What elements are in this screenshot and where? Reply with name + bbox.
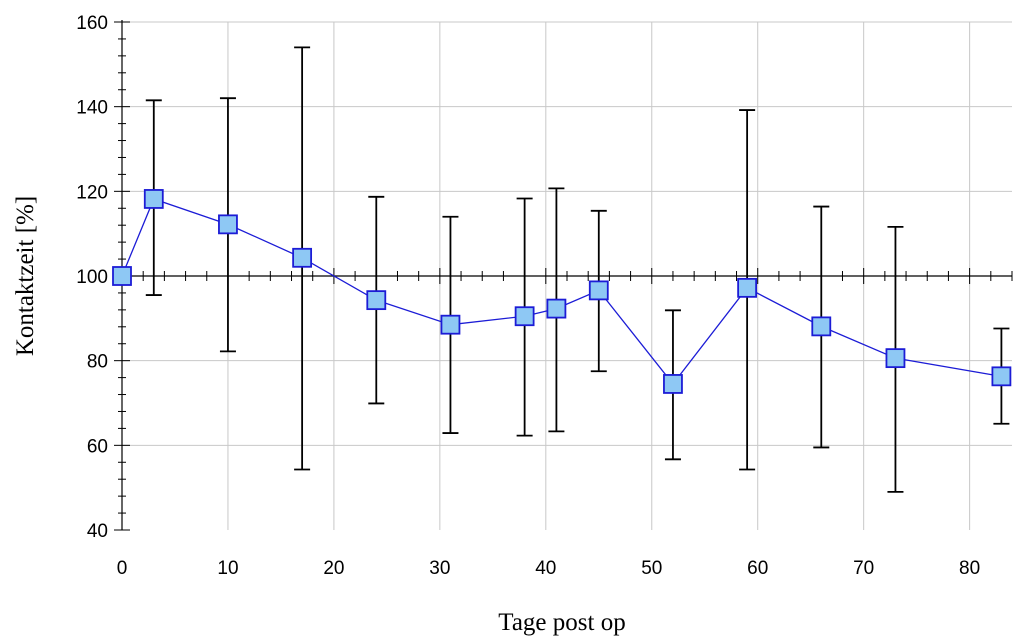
data-point-marker — [366, 290, 387, 311]
y-tick-label: 40 — [87, 521, 108, 542]
data-point-marker — [143, 189, 164, 209]
series — [112, 189, 1012, 394]
data-point-marker — [811, 316, 832, 337]
y-tick-label: 60 — [87, 436, 108, 457]
y-tick-label: 80 — [87, 352, 108, 373]
series-line — [121, 198, 1002, 386]
data-point-marker — [546, 298, 567, 319]
data-point-marker — [588, 280, 609, 301]
x-axis-title: Tage post op — [498, 609, 625, 636]
data-point-marker — [292, 247, 313, 268]
x-tick-label: 60 — [747, 558, 768, 579]
x-tick-label: 80 — [959, 558, 980, 579]
data-point-marker — [514, 306, 535, 327]
y-tick-label: 140 — [76, 98, 108, 119]
y-tick-label: 100 — [76, 267, 108, 288]
x-tick-label: 20 — [323, 558, 344, 579]
error-bars — [145, 46, 1010, 493]
x-tick-label: 70 — [853, 558, 874, 579]
data-point-marker — [112, 266, 132, 286]
reference-line-100 — [121, 268, 1013, 284]
y-tick-label: 120 — [76, 182, 108, 203]
y-tick-label: 160 — [76, 13, 108, 34]
x-tick-label: 50 — [641, 558, 662, 579]
data-point-marker — [218, 214, 238, 235]
y-axis-title: Kontaktzeit [%] — [12, 196, 39, 356]
data-point-marker — [440, 314, 461, 335]
x-tick-label: 0 — [117, 558, 128, 579]
x-tick-label: 10 — [217, 558, 238, 579]
x-tick-label: 40 — [535, 558, 556, 579]
data-point-marker — [737, 277, 758, 298]
data-point-marker — [663, 374, 683, 394]
data-point-marker — [991, 366, 1012, 387]
data-point-marker — [885, 348, 906, 369]
x-tick-label: 30 — [429, 558, 450, 579]
tick-labels: 40 60 80 100 120 140 160 0 10 20 30 40 50 60 70 80 — [76, 13, 980, 579]
